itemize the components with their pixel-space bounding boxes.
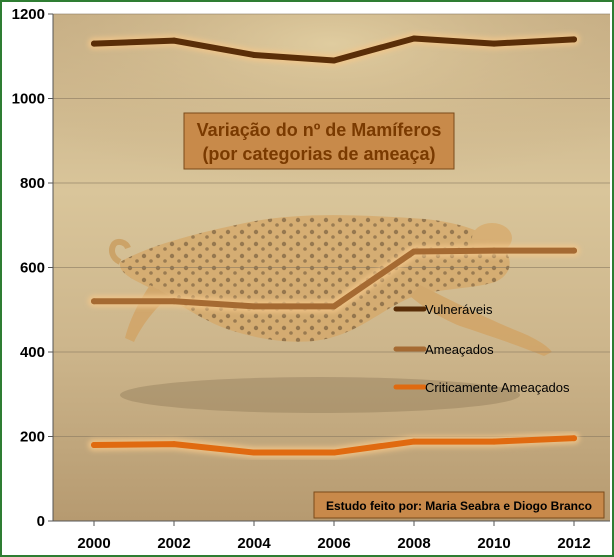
data-point: [91, 441, 97, 448]
credit-box: Estudo feito por: Maria Seabra e Diogo B…: [313, 491, 605, 519]
data-point: [331, 303, 337, 310]
series-lines: [88, 32, 580, 459]
y-tick-label: 1000: [12, 91, 45, 108]
data-point: [411, 438, 417, 445]
legend: Vulneráveis Ameaçados Criticamente Ameaçad…: [393, 302, 570, 395]
credit-text: Estudo feito por: Maria Seabra e Diogo B…: [326, 499, 592, 513]
data-point: [491, 247, 497, 254]
x-tick-label: 2010: [477, 535, 510, 552]
y-tick-label: 1200: [12, 6, 45, 23]
y-tick-label: 600: [20, 260, 45, 277]
x-tick-label: 2004: [237, 535, 271, 552]
data-point: [571, 435, 577, 442]
data-point: [171, 441, 177, 448]
y-tick-label: 200: [20, 429, 45, 446]
legend-label: Ameaçados: [425, 342, 494, 357]
data-point: [331, 57, 337, 64]
x-tick-label: 2006: [317, 535, 350, 552]
data-point: [331, 449, 337, 456]
data-point: [491, 438, 497, 445]
data-point: [91, 298, 97, 305]
chart-title-line-2: (por categorias de ameaça): [202, 144, 435, 164]
data-point: [171, 298, 177, 305]
x-tick-label: 2008: [397, 535, 430, 552]
x-axis-ticks: 2000 2002 2004 2006 2008 2010 2012: [77, 521, 591, 552]
y-tick-label: 0: [37, 513, 45, 530]
chart-title-line-1: Variação do nº de Mamíferos: [197, 120, 442, 140]
cheetah-tail: [109, 238, 131, 265]
y-axis-ticks: 0 200 400 600 800 1000 1200: [12, 6, 53, 530]
legend-label: Vulneráveis: [425, 302, 493, 317]
data-point: [571, 247, 577, 254]
data-point: [571, 36, 577, 43]
data-point: [251, 449, 257, 456]
x-tick-label: 2002: [157, 535, 190, 552]
legend-label: Criticamente Ameaçados: [425, 380, 570, 395]
data-point: [251, 51, 257, 58]
data-point: [491, 40, 497, 47]
data-point: [411, 248, 417, 255]
data-point: [171, 37, 177, 44]
data-point: [91, 40, 97, 47]
data-point: [411, 35, 417, 42]
y-tick-label: 400: [20, 344, 45, 361]
data-point: [251, 303, 257, 310]
cheetah-front-legs: [410, 285, 552, 356]
y-tick-label: 800: [20, 175, 45, 192]
title-box: Variação do nº de Mamíferos (por categor…: [183, 112, 455, 170]
x-tick-label: 2012: [557, 535, 590, 552]
x-tick-label: 2000: [77, 535, 110, 552]
